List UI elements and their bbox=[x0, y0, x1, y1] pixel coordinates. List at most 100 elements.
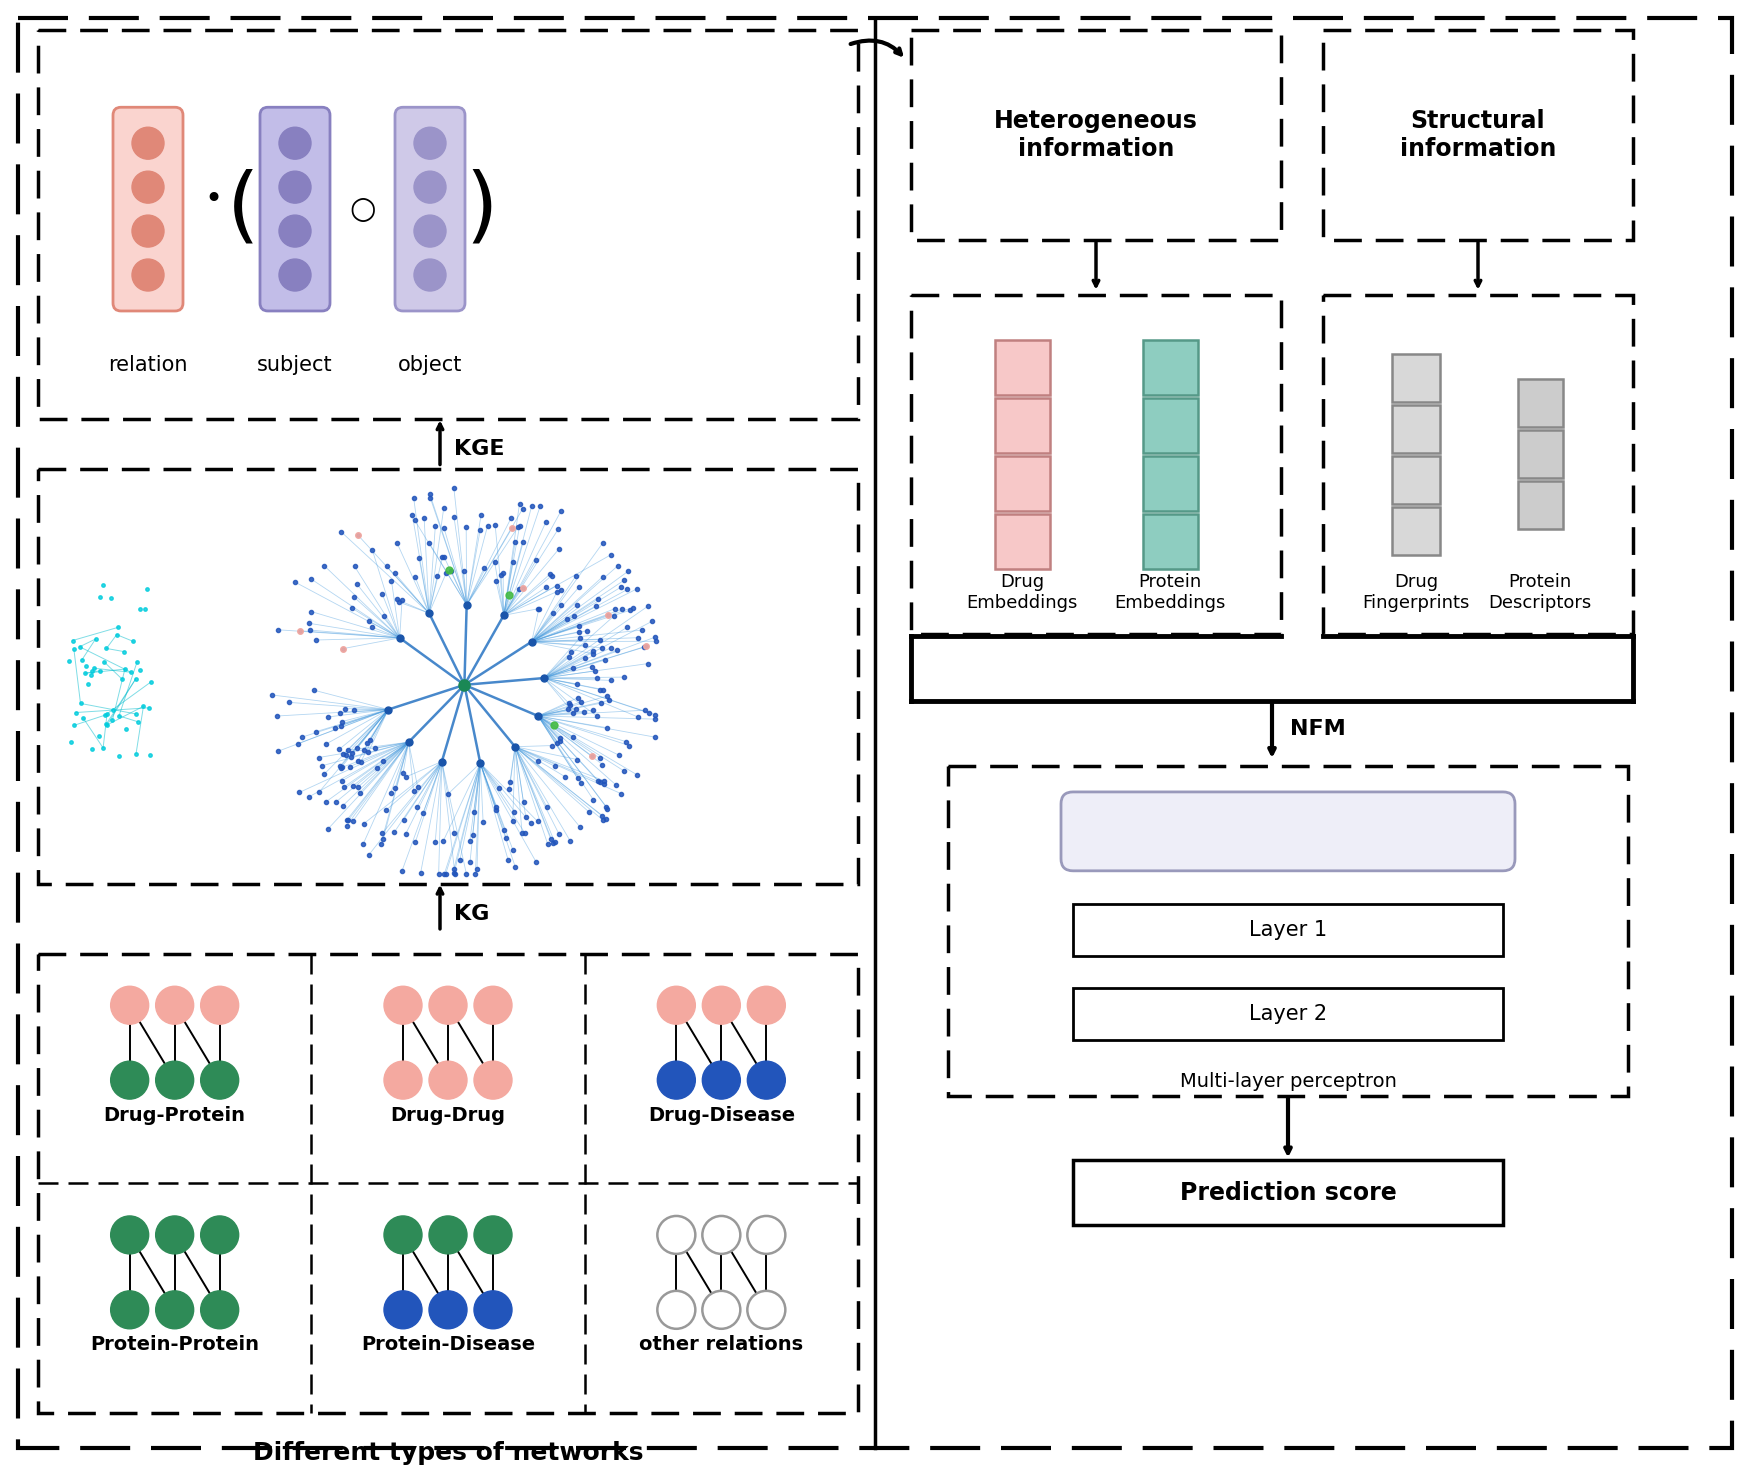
Circle shape bbox=[131, 258, 164, 291]
Circle shape bbox=[156, 1290, 194, 1329]
Circle shape bbox=[429, 1061, 467, 1100]
Text: Bi-Interaction Pooling: Bi-Interaction Pooling bbox=[1176, 822, 1400, 841]
Bar bbox=[1323, 295, 1633, 634]
Text: Different types of networks: Different types of networks bbox=[252, 1442, 644, 1465]
Text: Layer 1: Layer 1 bbox=[1250, 920, 1326, 940]
Text: other relations: other relations bbox=[639, 1336, 803, 1355]
Text: Structural
information: Structural information bbox=[1400, 109, 1556, 160]
Circle shape bbox=[415, 172, 446, 203]
Text: Drug
Embeddings: Drug Embeddings bbox=[966, 573, 1078, 612]
Circle shape bbox=[131, 128, 164, 159]
Text: Drug-Protein: Drug-Protein bbox=[103, 1105, 245, 1124]
Text: KGE: KGE bbox=[453, 439, 504, 459]
Circle shape bbox=[131, 216, 164, 247]
Text: object: object bbox=[397, 354, 462, 374]
FancyBboxPatch shape bbox=[261, 107, 331, 311]
Circle shape bbox=[429, 986, 467, 1025]
Text: KG: KG bbox=[453, 904, 490, 923]
Circle shape bbox=[658, 1290, 695, 1329]
Circle shape bbox=[474, 1061, 513, 1100]
Circle shape bbox=[474, 986, 513, 1025]
Circle shape bbox=[383, 1061, 422, 1100]
Text: Protein
Descriptors: Protein Descriptors bbox=[1488, 573, 1592, 612]
Text: Protein-Disease: Protein-Disease bbox=[360, 1336, 536, 1355]
Text: (: ( bbox=[228, 169, 259, 250]
Text: relation: relation bbox=[108, 354, 187, 374]
Circle shape bbox=[474, 1290, 513, 1329]
Circle shape bbox=[201, 1290, 238, 1329]
Circle shape bbox=[156, 986, 194, 1025]
Circle shape bbox=[110, 1061, 149, 1100]
Bar bbox=[1391, 506, 1440, 555]
Bar bbox=[1073, 1160, 1503, 1226]
Bar bbox=[1391, 405, 1440, 452]
Circle shape bbox=[110, 1216, 149, 1254]
Text: Multi-layer perceptron: Multi-layer perceptron bbox=[1180, 1072, 1396, 1091]
Circle shape bbox=[110, 986, 149, 1025]
Circle shape bbox=[429, 1290, 467, 1329]
Text: Drug-Drug: Drug-Drug bbox=[390, 1105, 506, 1124]
Circle shape bbox=[702, 1216, 740, 1254]
Circle shape bbox=[278, 128, 312, 159]
Circle shape bbox=[278, 172, 312, 203]
FancyBboxPatch shape bbox=[114, 107, 184, 311]
Text: ): ) bbox=[466, 169, 499, 250]
Bar bbox=[1323, 29, 1633, 239]
Circle shape bbox=[658, 1216, 695, 1254]
Circle shape bbox=[702, 1290, 740, 1329]
Bar bbox=[38, 29, 858, 420]
Text: Prediction score: Prediction score bbox=[1180, 1180, 1396, 1205]
FancyBboxPatch shape bbox=[396, 107, 466, 311]
Circle shape bbox=[474, 1216, 513, 1254]
Bar bbox=[1143, 339, 1197, 395]
Text: Protein
Embeddings: Protein Embeddings bbox=[1115, 573, 1225, 612]
Circle shape bbox=[278, 216, 312, 247]
Text: NFM: NFM bbox=[1290, 719, 1346, 738]
Bar bbox=[1143, 398, 1197, 452]
Circle shape bbox=[702, 986, 740, 1025]
Bar bbox=[912, 295, 1281, 634]
Circle shape bbox=[278, 258, 312, 291]
Text: Drug-Disease: Drug-Disease bbox=[648, 1105, 794, 1124]
Text: Heterogeneous
information: Heterogeneous information bbox=[994, 109, 1199, 160]
Text: Protein-Protein: Protein-Protein bbox=[91, 1336, 259, 1355]
Bar bbox=[1517, 430, 1563, 479]
Circle shape bbox=[415, 258, 446, 291]
Bar bbox=[994, 339, 1050, 395]
Circle shape bbox=[201, 1061, 238, 1100]
Bar bbox=[1073, 988, 1503, 1039]
Bar bbox=[994, 398, 1050, 452]
Text: •: • bbox=[205, 185, 222, 214]
Bar bbox=[1391, 354, 1440, 402]
FancyBboxPatch shape bbox=[1060, 791, 1516, 871]
Circle shape bbox=[747, 986, 786, 1025]
Bar bbox=[1391, 455, 1440, 504]
Circle shape bbox=[658, 986, 695, 1025]
Circle shape bbox=[383, 1216, 422, 1254]
Bar bbox=[912, 29, 1281, 239]
Circle shape bbox=[201, 986, 238, 1025]
Text: Layer 2: Layer 2 bbox=[1250, 1004, 1326, 1023]
Bar bbox=[994, 514, 1050, 568]
Bar bbox=[1517, 379, 1563, 427]
Circle shape bbox=[747, 1061, 786, 1100]
Circle shape bbox=[415, 128, 446, 159]
Bar bbox=[1143, 514, 1197, 568]
Text: subject: subject bbox=[257, 354, 332, 374]
Text: Drug
Fingerprints: Drug Fingerprints bbox=[1362, 573, 1470, 612]
Circle shape bbox=[383, 986, 422, 1025]
Bar bbox=[38, 470, 858, 884]
Circle shape bbox=[110, 1290, 149, 1329]
Bar bbox=[1073, 904, 1503, 956]
Bar bbox=[1143, 455, 1197, 511]
Circle shape bbox=[156, 1216, 194, 1254]
Bar bbox=[994, 455, 1050, 511]
Circle shape bbox=[156, 1061, 194, 1100]
Bar bbox=[949, 766, 1628, 1095]
Circle shape bbox=[747, 1290, 786, 1329]
Circle shape bbox=[415, 216, 446, 247]
Text: ○: ○ bbox=[350, 195, 376, 223]
Circle shape bbox=[702, 1061, 740, 1100]
Circle shape bbox=[658, 1061, 695, 1100]
Circle shape bbox=[429, 1216, 467, 1254]
